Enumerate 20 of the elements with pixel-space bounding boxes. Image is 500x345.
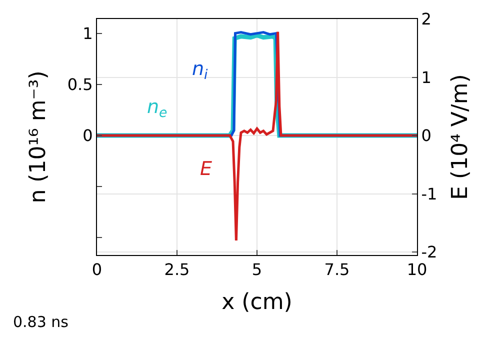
- y-tick-label: 0: [82, 126, 93, 146]
- series-label: n$_{i}$: [192, 58, 208, 83]
- series-label: E: [200, 158, 212, 180]
- y-tick-label: 0.5: [67, 74, 93, 94]
- y-tick-label: 1: [82, 24, 93, 43]
- series-label: n$_{e}$: [147, 96, 168, 121]
- y2-tick-label: -2: [421, 242, 438, 262]
- y-axis-title: n (10¹⁶ m⁻³): [26, 70, 52, 204]
- x-tick-label: 7.5: [324, 260, 350, 280]
- y2-tick-label: -1: [421, 184, 438, 204]
- x-tick-label: 10: [406, 260, 428, 280]
- text: 0.83 ns: [13, 313, 69, 331]
- y2-tick-label: 2: [421, 10, 432, 29]
- y2-axis-title: E (10⁴ V/m): [448, 74, 474, 200]
- x-tick-label: 2.5: [164, 260, 190, 280]
- y2-tick-label: 0: [421, 126, 432, 146]
- y2-tick-label: 1: [421, 68, 432, 87]
- x-tick-label: 5: [252, 260, 262, 280]
- line-series: [97, 30, 417, 242]
- x-axis-title: x (cm): [222, 290, 292, 316]
